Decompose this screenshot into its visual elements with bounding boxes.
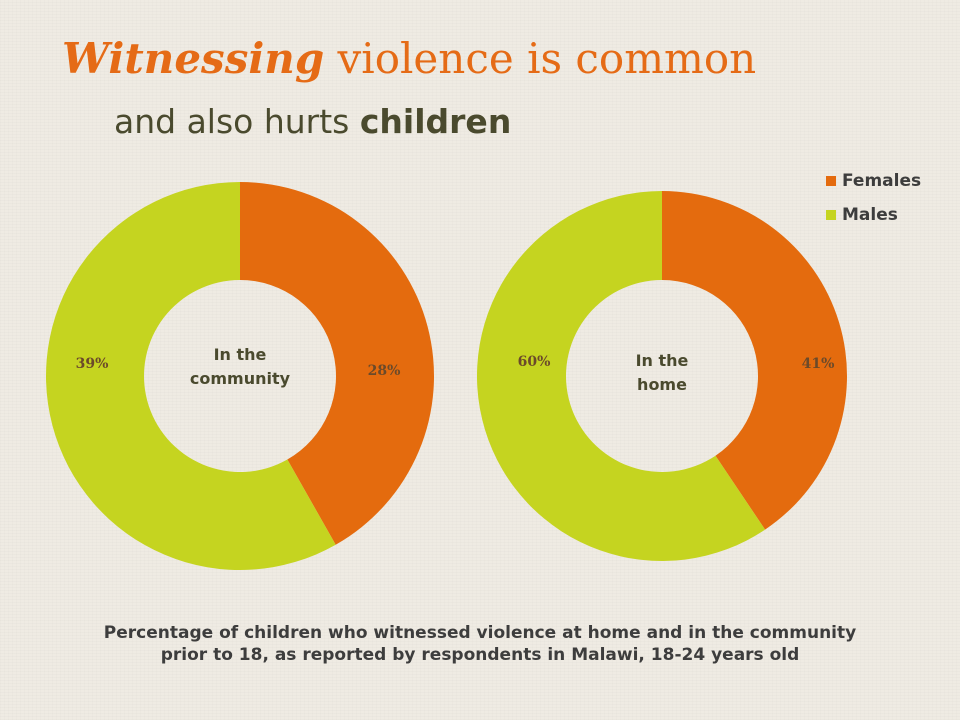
subtitle-bold: children <box>359 102 512 141</box>
legend-label-females: Females <box>842 171 922 191</box>
legend-swatch-males <box>826 210 836 220</box>
legend-item-females: Females <box>826 164 921 198</box>
caption-line-1: Percentage of children who witnessed vio… <box>103 623 857 643</box>
legend-swatch-females <box>826 176 836 186</box>
legend-item-males: Males <box>826 198 921 232</box>
slice-label-females: 28% <box>368 363 401 379</box>
donut-slice-males <box>45 182 336 570</box>
title-emphasis: Witnessing <box>62 34 325 83</box>
donut-center-title: home <box>637 375 687 394</box>
subtitle-plain: and also hurts <box>114 102 360 141</box>
donut-center-title: community <box>190 369 291 388</box>
donut-slice-females <box>662 191 847 530</box>
caption-line-2: prior to 18, as reported by respondents … <box>160 645 800 665</box>
donut-slice-males <box>477 191 766 561</box>
legend-label-males: Males <box>842 205 898 225</box>
donut-slice-females <box>240 182 434 545</box>
slice-label-males: 39% <box>76 356 109 372</box>
title-rest: violence is common <box>324 34 757 83</box>
chart-legend: Females Males <box>826 164 921 232</box>
donut-center-title: In the <box>636 351 689 370</box>
chart-caption: Percentage of children who witnessed vio… <box>0 622 960 666</box>
slice-label-females: 41% <box>802 356 835 372</box>
slide-title: Witnessing violence is common <box>62 34 756 83</box>
slide-subtitle: and also hurts children <box>114 102 511 141</box>
donut-center-title: In the <box>214 345 267 364</box>
slice-label-males: 60% <box>518 354 551 370</box>
